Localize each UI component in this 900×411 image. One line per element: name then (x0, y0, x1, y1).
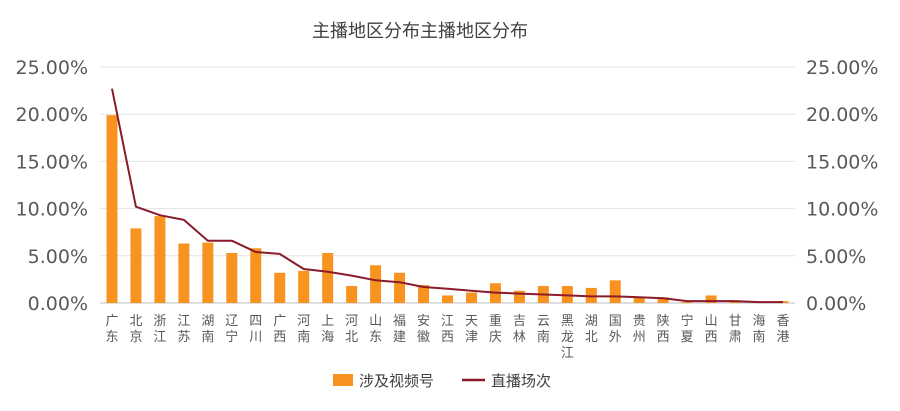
bar (178, 243, 190, 303)
bar (202, 242, 214, 303)
x-tick-label: 河北 (345, 314, 358, 345)
x-tick-label: 黑龙江 (561, 314, 574, 361)
legend: 涉及视频号 直播场次 (333, 372, 551, 390)
line-series (111, 88, 783, 304)
y-axis-right: 0.00% 5.00% 10.00% 15.00% 20.00% 25.00% (806, 57, 878, 315)
y-right-tick-label: 10.00% (806, 199, 878, 221)
y-right-tick-label: 20.00% (806, 104, 878, 126)
x-tick-label: 甘肃 (729, 314, 742, 345)
x-tick-label: 河南 (297, 314, 310, 345)
x-tick-label: 福建 (393, 314, 406, 345)
x-tick-label: 陕西 (657, 314, 670, 345)
y-right-tick-label: 25.00% (806, 57, 878, 79)
bar (633, 297, 645, 303)
x-tick-label: 重庆 (489, 313, 502, 345)
bar (465, 292, 477, 303)
bar (370, 265, 382, 303)
x-tick-label: 四川 (249, 314, 262, 345)
x-tick-label: 天津 (465, 314, 478, 345)
x-tick-label: 广东 (105, 314, 118, 345)
x-tick-label: 贵州 (633, 314, 646, 345)
x-tick-label: 湖南 (201, 314, 214, 345)
bar (513, 290, 525, 303)
bar (322, 252, 334, 303)
y-left-tick-label: 10.00% (16, 199, 88, 221)
bar (226, 252, 238, 303)
y-right-tick-label: 15.00% (806, 151, 878, 173)
x-tick-label: 山东 (369, 314, 382, 345)
x-tick-label: 香港 (777, 314, 790, 345)
x-tick-label: 湖北 (585, 314, 598, 345)
y-left-tick-label: 0.00% (28, 293, 88, 315)
y-left-tick-label: 15.00% (16, 151, 88, 173)
y-left-tick-label: 5.00% (28, 246, 88, 268)
x-tick-label: 江西 (441, 314, 454, 345)
chart-title: 主播地区分布主播地区分布 (312, 21, 528, 42)
x-tick-label: 宁夏 (681, 313, 694, 345)
x-tick-label: 上海 (321, 314, 334, 345)
bar (346, 286, 358, 303)
x-tick-label: 辽宁 (225, 314, 238, 345)
x-tick-label: 安徽 (417, 314, 430, 345)
x-tick-label: 北京 (129, 314, 142, 345)
y-right-tick-label: 5.00% (806, 246, 866, 268)
bar (705, 295, 717, 303)
bar (442, 295, 453, 303)
legend-label-bar: 涉及视频号 (359, 372, 434, 390)
y-left-tick-label: 25.00% (16, 57, 88, 79)
bar (106, 115, 118, 303)
bar (130, 228, 142, 303)
y-left-tick-label: 20.00% (16, 104, 88, 126)
legend-label-line: 直播场次 (491, 372, 551, 390)
bar (298, 270, 310, 303)
bar (250, 248, 262, 303)
bar (609, 280, 621, 303)
x-tick-label: 江苏 (177, 314, 190, 345)
x-tick-label: 云南 (537, 314, 550, 345)
x-tick-label: 吉林 (513, 314, 526, 345)
bar (681, 302, 693, 303)
bar (418, 285, 430, 303)
gridlines (100, 66, 795, 304)
bar (657, 297, 669, 303)
x-tick-label: 浙江 (153, 314, 166, 345)
line-path (111, 88, 783, 304)
bar (394, 272, 406, 303)
bar (274, 272, 286, 303)
x-tick-label: 国外 (609, 314, 622, 345)
bar (777, 301, 789, 303)
y-axis-left: 0.00% 5.00% 10.00% 15.00% 20.00% 25.00% (16, 57, 88, 315)
x-tick-label: 广西 (273, 314, 286, 345)
y-right-tick-label: 0.00% (806, 293, 866, 315)
bar (154, 216, 166, 303)
legend-swatch-bar (333, 374, 353, 386)
x-tick-label: 山西 (705, 314, 718, 345)
x-tick-label: 海南 (753, 314, 766, 345)
x-axis-labels: 广东北京浙江江苏湖南辽宁四川广西河南上海河北山东福建安徽江西天津重庆吉林云南黑龙… (105, 313, 789, 361)
